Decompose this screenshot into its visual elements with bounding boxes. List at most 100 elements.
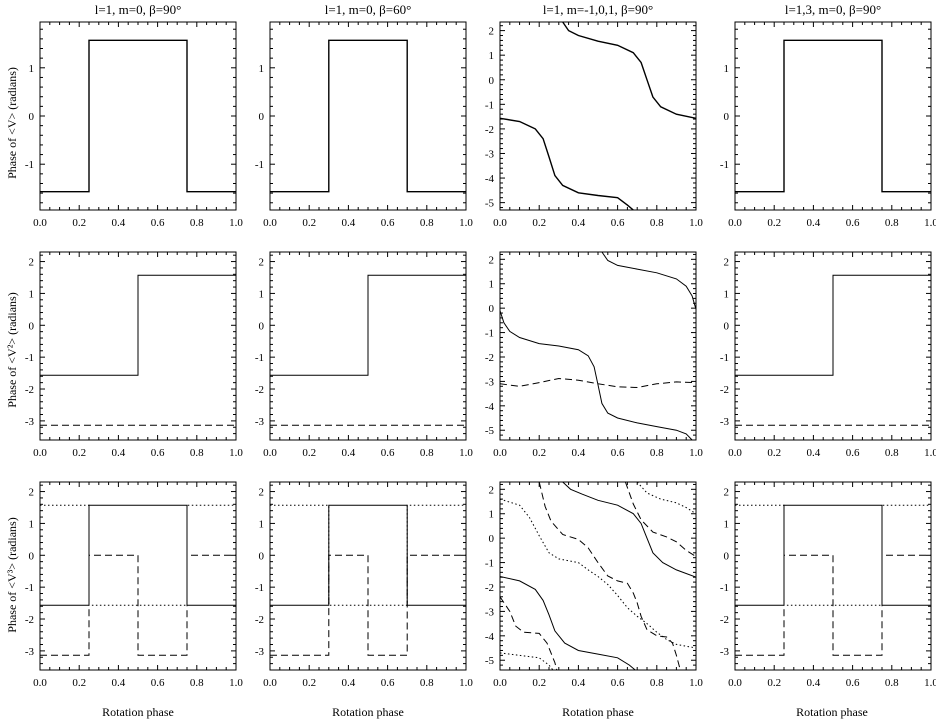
panel-r1c1-xtick-label-3: 0.6 xyxy=(151,217,165,229)
panel-r2c1-ytick-label-2: -1 xyxy=(25,352,34,364)
panel-r2c3-ytick-label-1: -4 xyxy=(485,401,495,413)
panel-r1c1-xtick-label-1: 0.2 xyxy=(72,217,86,229)
panel-r3c2-xtick-label-3: 0.6 xyxy=(381,677,395,689)
panel-r3c2-xtick-label-2: 0.4 xyxy=(342,677,356,689)
panel-r2c3-series-1 xyxy=(601,252,696,310)
panel-r3c3-frame xyxy=(499,481,697,671)
panel-r3c4-xtick-label-4: 0.8 xyxy=(885,677,899,689)
panel-r1c2-xtick-label-0: 0.0 xyxy=(263,217,277,229)
xlabel-col-3: Rotation phase xyxy=(562,705,634,719)
panel-r2c4-xtick-label-5: 1.0 xyxy=(924,447,936,459)
panel-r1c2-ytick-label-2: 1 xyxy=(259,63,265,75)
panel-r2c4-ytick-label-2: -1 xyxy=(720,352,729,364)
panel-r3c2-xtick-label-5: 1.0 xyxy=(459,677,473,689)
panel-r3c4-series-0 xyxy=(735,504,931,606)
panel-r1c3-xtick-label-2: 0.4 xyxy=(572,217,586,229)
panel-r1c4-series-0 xyxy=(735,39,931,193)
panel-r2c1-ytick-label-4: 1 xyxy=(29,288,35,300)
panel-r1c3: 0.0 0.2 0.4 0.6 0.8 1.0 -5 -4 -3 -2 -1 0 1 2 l=1, m=-1… xyxy=(485,2,704,229)
panel-r2c3-ytick-label-2: -3 xyxy=(485,376,495,388)
panel-r3c4-ytick-label-3: 0 xyxy=(724,550,730,562)
panel-r3c2-xtick-label-4: 0.8 xyxy=(420,677,434,689)
panel-r1c2-xtick-label-3: 0.6 xyxy=(381,217,395,229)
panel-r3c3-series-5 xyxy=(500,652,554,670)
panel-r3c1-xtick-label-0: 0.0 xyxy=(33,677,47,689)
panel-r2c1-ytick-label-1: -2 xyxy=(25,384,34,396)
panel-r1c1-ytick-label-0: -1 xyxy=(25,159,34,171)
panel-r3c3-xtick-label-0: 0.0 xyxy=(493,677,507,689)
panel-r3c3-ytick-label-1: -4 xyxy=(485,631,495,643)
panel-r3c1-series-0 xyxy=(40,504,236,606)
panel-r1c4-ytick-label-2: 1 xyxy=(724,63,730,75)
panel-r3c3-ytick-label-3: -2 xyxy=(485,582,494,594)
panel-r2c2-xtick-label-4: 0.8 xyxy=(420,447,434,459)
panel-r1c1-series-0 xyxy=(40,39,236,193)
panel-r2c1-xtick-label-1: 0.2 xyxy=(72,447,86,459)
panel-r1c2-xtick-label-5: 1.0 xyxy=(459,217,473,229)
panel-r3c2: 0.0 0.2 0.4 0.6 0.8 1.0 -3 -2 -1 0 1 2 xyxy=(255,481,473,689)
panel-r3c2-series-0 xyxy=(270,504,466,606)
panel-r2c4-ytick-label-4: 1 xyxy=(724,288,730,300)
panel-r2c4-xtick-label-4: 0.8 xyxy=(885,447,899,459)
panel-r3c3-series-6 xyxy=(500,498,696,649)
panel-r2c3-xtick-label-2: 0.4 xyxy=(572,447,586,459)
panel-r3c4-ytick-label-5: 2 xyxy=(724,487,730,499)
xlabel-col-1: Rotation phase xyxy=(102,705,174,719)
panel-r3c1: 0.0 0.2 0.4 0.6 0.8 1.0 -3 -2 -1 0 1 2 xyxy=(25,481,243,689)
panel-r3c3-ytick-label-5: 0 xyxy=(489,533,495,545)
panel-r2c2-xtick-label-2: 0.4 xyxy=(342,447,356,459)
panel-r2c4-xtick-label-2: 0.4 xyxy=(807,447,821,459)
panel-r1c3-xtick-label-1: 0.2 xyxy=(532,217,546,229)
panel-r1c4-xtick-label-1: 0.2 xyxy=(767,217,781,229)
panel-r3c4: 0.0 0.2 0.4 0.6 0.8 1.0 -3 -2 -1 0 1 2 xyxy=(720,481,936,689)
panel-r1c3-xtick-label-3: 0.6 xyxy=(611,217,625,229)
ylabel-row-3: Phase of <V³> (radians) xyxy=(5,517,19,632)
panel-r1c1-ytick-label-2: 1 xyxy=(29,63,35,75)
panel-r3c2-xtick-label-0: 0.0 xyxy=(263,677,277,689)
panel-r1c3-series-0 xyxy=(500,117,634,210)
panel-r3c3-xtick-label-3: 0.6 xyxy=(611,677,625,689)
panel-r1c3-xtick-label-4: 0.8 xyxy=(650,217,664,229)
panel-r2c3-xtick-label-5: 1.0 xyxy=(689,447,703,459)
panel-r2c2: 0.0 0.2 0.4 0.6 0.8 1.0 -3 -2 -1 0 1 2 xyxy=(255,251,473,459)
panel-r1c2-xtick-label-1: 0.2 xyxy=(302,217,316,229)
panel-r2c2-xtick-label-3: 0.6 xyxy=(381,447,395,459)
panel-r3c1-ytick-label-4: 1 xyxy=(29,518,35,530)
panel-r2c4-ytick-label-1: -2 xyxy=(720,384,729,396)
panel-r1c1: 0.0 0.2 0.4 0.6 0.8 1.0 -1 0 1 l=1, m=0, β=90° xyxy=(25,2,244,229)
panel-r1c2-xtick-label-4: 0.8 xyxy=(420,217,434,229)
panel-r3c3-ytick-label-6: 1 xyxy=(489,509,495,521)
panel-r3c4-ytick-label-0: -3 xyxy=(720,646,730,658)
panel-r2c3-ytick-label-4: -1 xyxy=(485,328,494,340)
panel-r2c4-xtick-label-1: 0.2 xyxy=(767,447,781,459)
panel-r2c4-ytick-label-5: 2 xyxy=(724,257,730,269)
panel-r1c3-ytick-label-3: -2 xyxy=(485,124,494,136)
panel-r3c2-ytick-label-2: -1 xyxy=(255,582,264,594)
panel-r1c4-xtick-label-2: 0.4 xyxy=(807,217,821,229)
panel-r3c4-frame xyxy=(734,481,932,671)
panel-r2c2-xtick-label-5: 1.0 xyxy=(459,447,473,459)
panel-r1c1-ytick-label-1: 0 xyxy=(29,111,35,123)
panel-r1c1-frame xyxy=(39,21,237,211)
panel-r2c1-series-0 xyxy=(40,274,236,376)
panel-r2c3-frame xyxy=(499,251,697,441)
panel-r2c3-ytick-label-6: 1 xyxy=(489,279,495,291)
panel-r2c2-xtick-label-1: 0.2 xyxy=(302,447,316,459)
panel-r3c2-ytick-label-1: -2 xyxy=(255,614,264,626)
panel-r3c2-ytick-label-3: 0 xyxy=(259,550,265,562)
panel-r1c2-frame xyxy=(269,21,467,211)
panel-r3c3-series-3 xyxy=(538,482,681,670)
panel-r2c2-ytick-label-0: -3 xyxy=(255,416,265,428)
panel-r2c1-ytick-label-3: 0 xyxy=(29,320,35,332)
panel-r1c1-xtick-label-2: 0.4 xyxy=(112,217,126,229)
panel-r1c2-series-0 xyxy=(270,39,466,193)
panel-r1c3-xtick-label-0: 0.0 xyxy=(493,217,507,229)
panel-r3c4-xtick-label-2: 0.4 xyxy=(807,677,821,689)
panel-r3c1-xtick-label-1: 0.2 xyxy=(72,677,86,689)
panel-r3c3-xtick-label-2: 0.4 xyxy=(572,677,586,689)
panel-r2c1-ytick-label-0: -3 xyxy=(25,416,35,428)
panel-r3c3-series-0 xyxy=(500,576,636,670)
panel-r3c4-ytick-label-1: -2 xyxy=(720,614,729,626)
panel-r2c2-ytick-label-1: -2 xyxy=(255,384,264,396)
panel-r3c4-series-2 xyxy=(735,504,931,606)
